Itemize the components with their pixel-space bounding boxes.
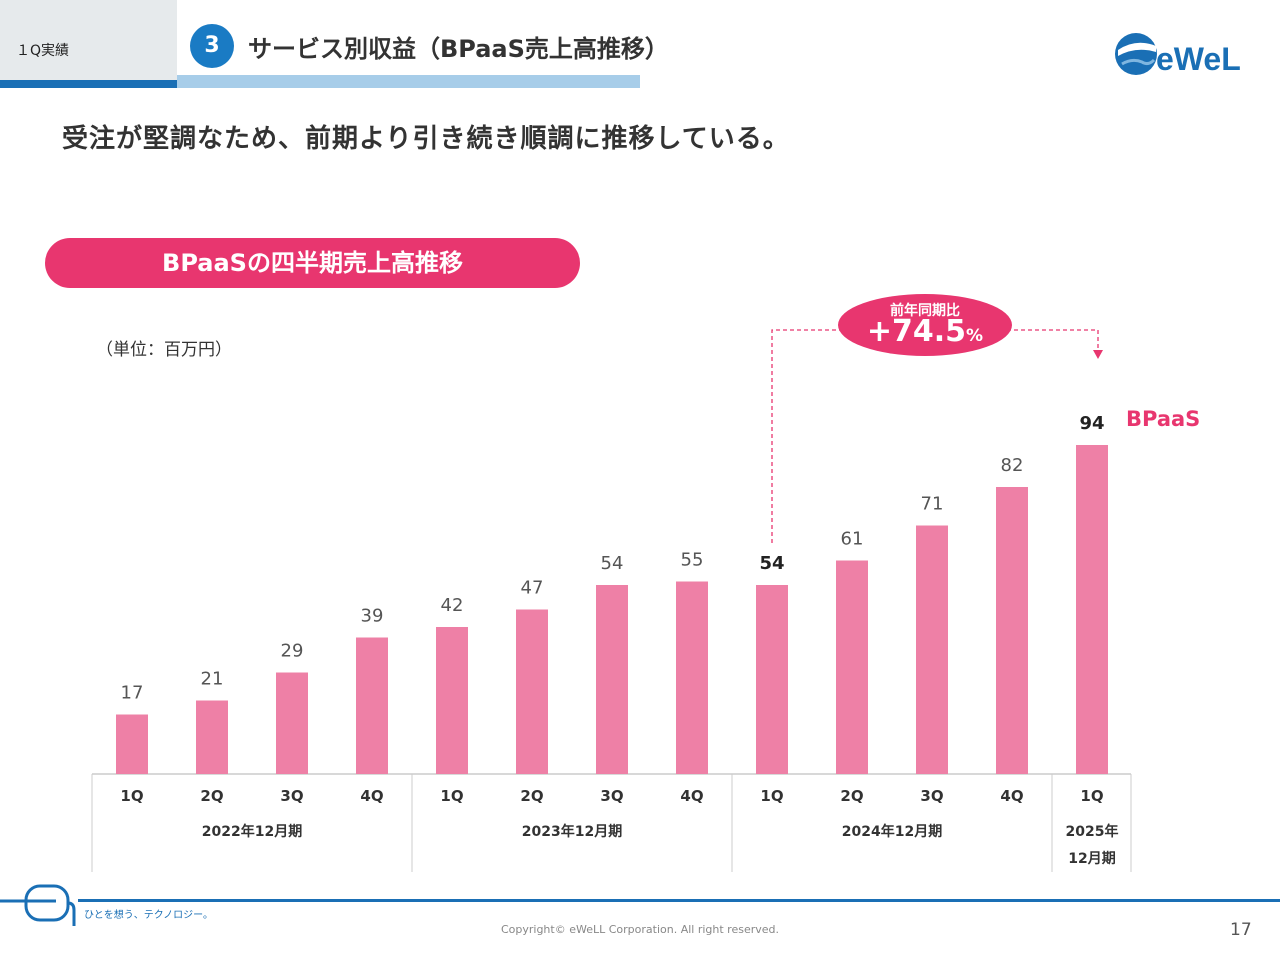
section-number-badge: 3 bbox=[190, 24, 234, 68]
data-label: 55 bbox=[681, 550, 704, 571]
bar bbox=[1076, 445, 1108, 774]
bar bbox=[836, 560, 868, 774]
group-label: 2022年12月期 bbox=[202, 823, 302, 840]
copyright: Copyright© eWeLL Corporation. All right … bbox=[500, 923, 780, 936]
data-label: 54 bbox=[759, 553, 784, 574]
category-label: 4Q bbox=[680, 787, 703, 805]
page-number: 17 bbox=[1230, 920, 1252, 940]
header-section-bg bbox=[0, 0, 177, 80]
category-label: 4Q bbox=[360, 787, 383, 805]
section-label: １Q実績 bbox=[16, 43, 70, 59]
bar bbox=[436, 627, 468, 774]
category-label: 3Q bbox=[280, 787, 303, 805]
yoy-callout: 前年同期比 +74.5% bbox=[838, 294, 1012, 356]
series-label-bpaas: BPaaS bbox=[1126, 407, 1201, 431]
chart-title-pill: BPaaSの四半期売上高推移 bbox=[45, 238, 580, 288]
group-label: 12月期 bbox=[1068, 851, 1115, 867]
category-label: 4Q bbox=[1000, 787, 1023, 805]
ewell-e-icon bbox=[0, 882, 80, 930]
data-label: 39 bbox=[361, 606, 384, 627]
category-label: 1Q bbox=[1080, 787, 1103, 805]
category-label: 2Q bbox=[520, 787, 543, 805]
category-label: 2Q bbox=[200, 787, 223, 805]
data-label: 71 bbox=[921, 494, 944, 515]
group-label: 2025年 bbox=[1066, 823, 1119, 840]
data-label: 61 bbox=[841, 529, 864, 550]
footer-rule bbox=[78, 899, 1280, 902]
tagline: ひとを想う、テクノロジー。 bbox=[84, 910, 213, 921]
bar bbox=[276, 672, 308, 774]
yoy-label: 前年同期比 bbox=[890, 303, 960, 319]
data-label: 42 bbox=[441, 595, 464, 616]
yoy-value: +74.5% bbox=[866, 314, 984, 349]
data-label: 47 bbox=[521, 578, 544, 599]
category-label: 1Q bbox=[440, 787, 463, 805]
category-label: 1Q bbox=[760, 787, 783, 805]
header-rule-light bbox=[177, 75, 640, 88]
category-label: 1Q bbox=[120, 787, 143, 805]
yoy-connector bbox=[771, 329, 1099, 543]
group-label: 2024年12月期 bbox=[842, 823, 942, 840]
headline: 受注が堅調なため、前期より引き続き順調に推移している。 bbox=[62, 124, 790, 154]
data-label: 94 bbox=[1079, 413, 1104, 434]
data-label: 21 bbox=[201, 669, 224, 690]
bar bbox=[676, 581, 708, 774]
bar bbox=[516, 609, 548, 774]
header-rule-dark bbox=[0, 80, 177, 88]
bar bbox=[196, 700, 228, 774]
yoy-arrowhead bbox=[1093, 350, 1103, 359]
category-label: 3Q bbox=[600, 787, 623, 805]
data-label: 82 bbox=[1001, 455, 1024, 476]
category-label: 2Q bbox=[840, 787, 863, 805]
slide-title: サービス別収益（BPaaS売上高推移） bbox=[248, 35, 669, 63]
category-label: 3Q bbox=[920, 787, 943, 805]
bar bbox=[996, 487, 1028, 774]
bar bbox=[356, 637, 388, 774]
data-label: 54 bbox=[601, 553, 624, 574]
data-label: 29 bbox=[281, 641, 304, 662]
bar bbox=[916, 525, 948, 774]
group-label: 2023年12月期 bbox=[522, 823, 622, 840]
bar bbox=[596, 585, 628, 774]
bar bbox=[756, 585, 788, 774]
bar bbox=[116, 714, 148, 774]
data-label: 17 bbox=[121, 683, 144, 704]
unit-label: （単位：百万円） bbox=[96, 340, 232, 360]
